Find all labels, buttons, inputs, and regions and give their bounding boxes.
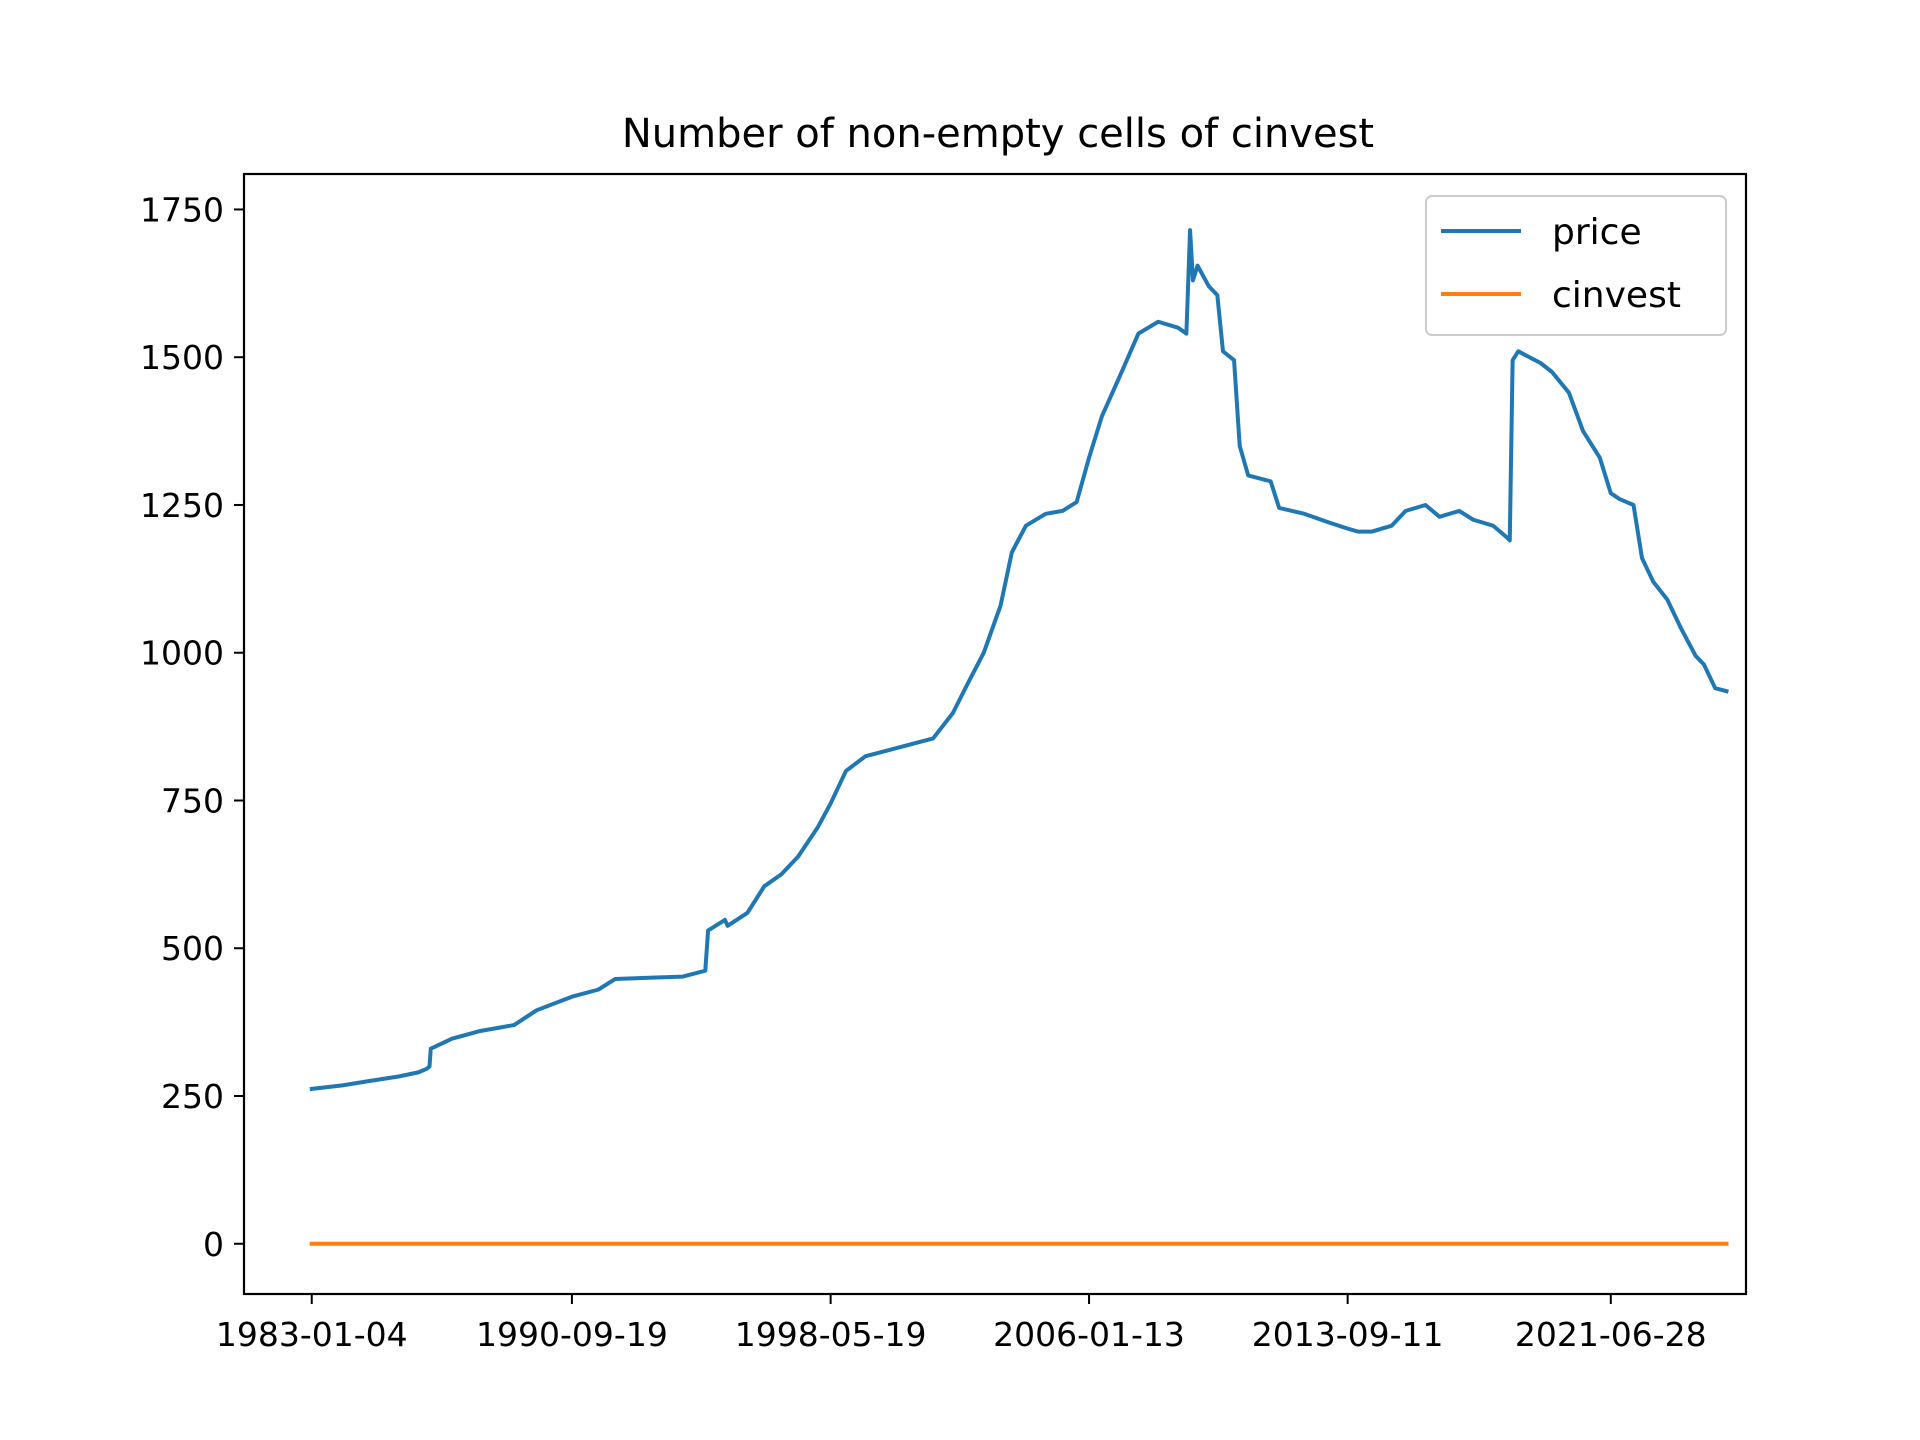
x-axis: 1983-01-04 1990-09-19 1998-05-19 2006-01-13… — [216, 1294, 1707, 1354]
y-tick-label: 0 — [203, 1225, 224, 1264]
y-tick-label: 1250 — [140, 486, 224, 525]
y-tick-label: 1500 — [140, 338, 224, 377]
x-tick-label: 2013-09-11 — [1252, 1315, 1444, 1354]
series-line-price — [309, 228, 1729, 1092]
y-axis: 0 250 500 750 1000 1250 1500 1750 — [140, 190, 244, 1264]
x-tick-label: 2006-01-13 — [993, 1315, 1185, 1354]
y-tick-label: 750 — [161, 781, 224, 820]
x-tick-label: 2021-06-28 — [1515, 1315, 1707, 1354]
x-tick-label: 1998-05-19 — [735, 1315, 927, 1354]
series-layer — [309, 228, 1729, 1246]
legend: price cinvest — [1425, 195, 1727, 336]
y-tick-label: 1750 — [140, 190, 224, 229]
x-tick-label: 1990-09-19 — [476, 1315, 668, 1354]
legend-label-cinvest: cinvest — [1552, 275, 1681, 316]
y-tick-label: 1000 — [140, 634, 224, 673]
y-tick-label: 500 — [161, 929, 224, 968]
legend-label-price: price — [1552, 212, 1642, 253]
chart-title: Number of non-empty cells of cinvest — [622, 111, 1374, 157]
y-tick-label: 250 — [161, 1077, 224, 1116]
x-tick-label: 1983-01-04 — [216, 1315, 408, 1354]
plot-frame — [242, 172, 1748, 1296]
